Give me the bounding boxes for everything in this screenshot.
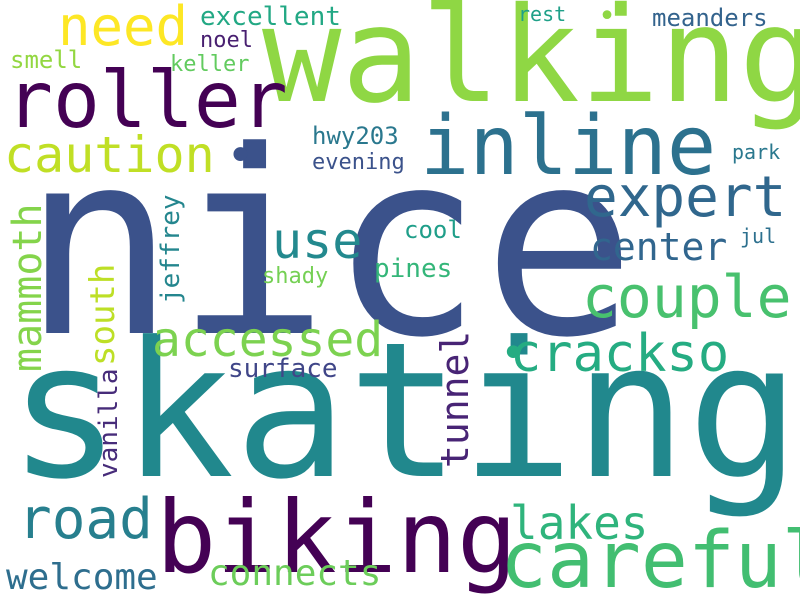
word-vanilla: vanilla bbox=[94, 368, 124, 478]
word-walking: walking bbox=[262, 0, 800, 133]
word-tunnel: tunnel bbox=[433, 330, 477, 468]
word-couple: couple bbox=[582, 263, 792, 331]
word-connects: connects bbox=[208, 553, 382, 594]
word-hwy203: hwy203 bbox=[312, 122, 399, 150]
word-careful: careful bbox=[500, 516, 800, 600]
word-noel: noel bbox=[200, 28, 253, 53]
word-welcome: welcome bbox=[6, 557, 158, 598]
word-biking: biking bbox=[156, 479, 518, 596]
word-jul: jul bbox=[740, 224, 777, 248]
word-meanders: meanders bbox=[652, 4, 768, 32]
word-south: south bbox=[83, 263, 123, 366]
word-lakes: lakes bbox=[510, 496, 649, 550]
word-skating: skating bbox=[8, 302, 800, 521]
word-need: need bbox=[58, 0, 189, 58]
word-nice: nice bbox=[22, 97, 637, 394]
word-evening: evening bbox=[312, 150, 405, 175]
word-road: road bbox=[18, 487, 153, 552]
word-shady: shady bbox=[262, 264, 329, 289]
word-inline: inline bbox=[420, 99, 717, 194]
word-mammoth: mammoth bbox=[5, 203, 51, 372]
word-rest: rest bbox=[518, 2, 567, 26]
decorative-dot: • bbox=[226, 128, 255, 184]
word-park: park bbox=[732, 140, 781, 164]
word-smell: smell bbox=[10, 46, 83, 74]
word-surface: surface bbox=[228, 354, 338, 384]
word-jeffrey: jeffrey bbox=[156, 194, 186, 304]
word-crackso: crackso bbox=[510, 324, 730, 384]
word-use: use bbox=[272, 212, 363, 270]
word-expert: expert bbox=[584, 165, 787, 230]
word-roller: roller bbox=[6, 56, 288, 146]
decorative-dot: • bbox=[598, 0, 617, 34]
word-cool: cool bbox=[404, 216, 462, 244]
word-excellent: excellent bbox=[200, 2, 341, 32]
word-pines: pines bbox=[374, 254, 453, 284]
word-keller: keller bbox=[170, 52, 250, 77]
word-accessed: accessed bbox=[152, 312, 384, 368]
word-center: center bbox=[590, 225, 728, 269]
decorative-dot: • bbox=[500, 328, 527, 379]
word-caution: caution bbox=[4, 126, 215, 184]
